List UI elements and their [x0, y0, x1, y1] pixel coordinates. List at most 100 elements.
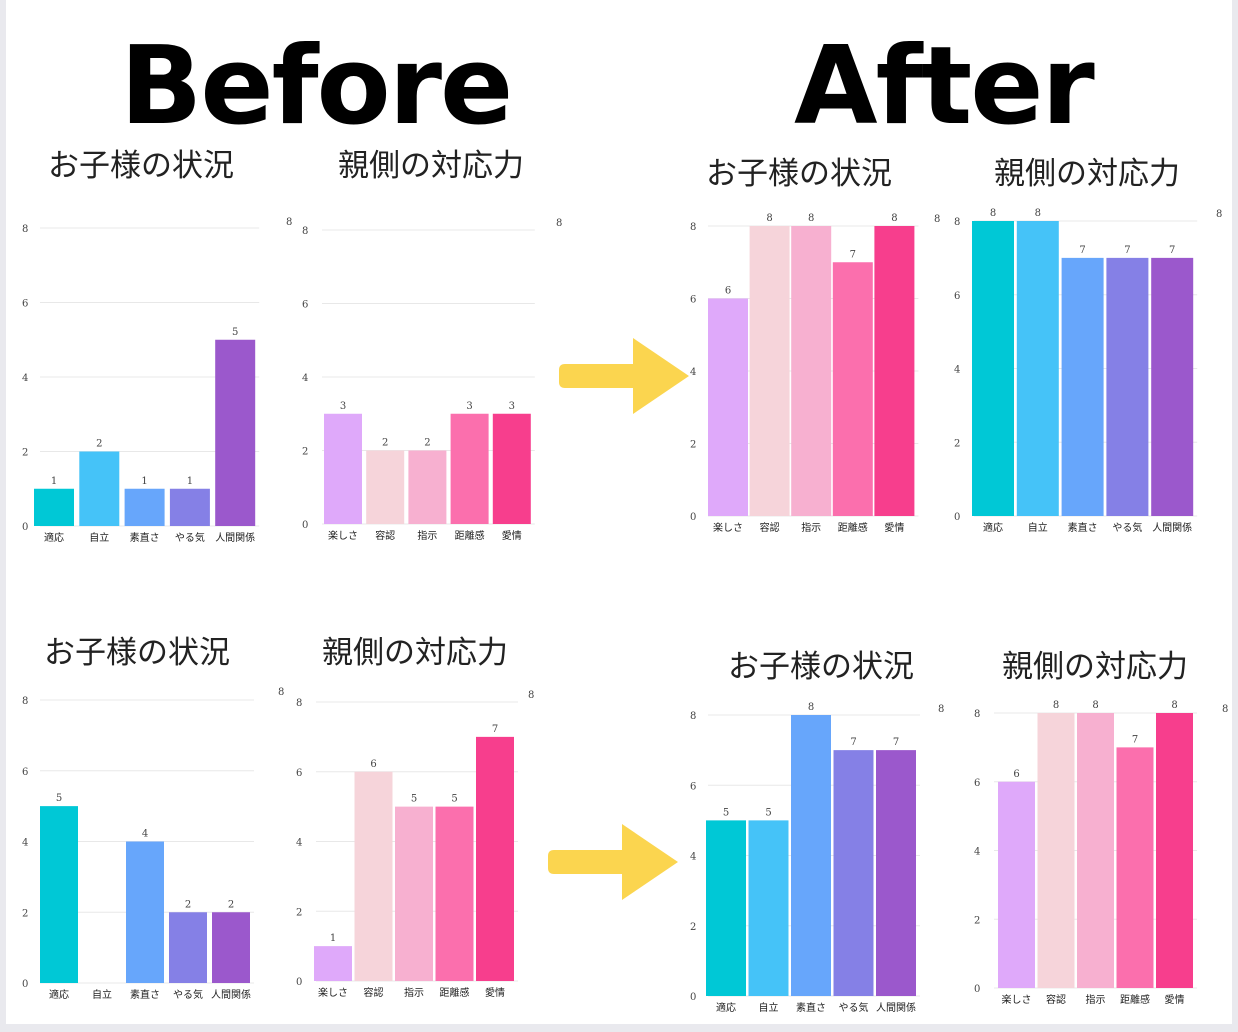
category-label: 適応: [983, 521, 1003, 534]
bar: [395, 806, 433, 981]
y-tick-label: 2: [974, 915, 980, 926]
y-tick-label: 6: [954, 291, 960, 302]
bar-value-label: 3: [509, 401, 515, 412]
bar: [708, 298, 748, 516]
y-tick-label: 8: [22, 224, 28, 235]
category-label: 楽しさ: [328, 529, 358, 542]
category-label: 適応: [44, 531, 64, 544]
category-label: 自立: [759, 1001, 779, 1014]
bar: [1151, 257, 1194, 516]
bar-value-label: 7: [1132, 734, 1138, 745]
bar: [1037, 713, 1075, 988]
bar-value-label: 1: [141, 476, 147, 487]
bar-value-label: 3: [340, 401, 346, 412]
bar-value-label: 2: [228, 899, 234, 910]
bar-value-label: 5: [56, 793, 62, 804]
y-tick-label: 6: [690, 781, 696, 792]
bar-value-label: 8: [808, 702, 814, 713]
bar-value-label: 7: [1079, 245, 1085, 256]
category-label: 素直さ: [796, 1001, 826, 1014]
category-label: 楽しさ: [318, 986, 348, 999]
category-label: やる気: [175, 531, 205, 544]
bar-value-label: 7: [492, 724, 498, 735]
chart-title-5: お子様の状況: [44, 635, 230, 671]
category-label: 人間関係: [876, 1002, 916, 1014]
y-tick-label: 6: [974, 778, 980, 789]
bar: [40, 806, 78, 983]
bar-value-label: 7: [1124, 245, 1130, 256]
bar-value-label: 7: [1169, 245, 1175, 256]
bar: [126, 841, 164, 983]
bar-value-label: 6: [370, 759, 376, 770]
category-label: やる気: [839, 1001, 869, 1014]
y-tick-label: 2: [302, 447, 308, 458]
bar-value-label: 5: [723, 807, 729, 818]
category-label: やる気: [173, 988, 203, 1001]
bar-value-label: 6: [1013, 769, 1019, 780]
corner-label: 8: [278, 687, 284, 698]
bar-value-label: 1: [187, 476, 193, 487]
chart-title-8: 親側の対応力: [1002, 649, 1188, 685]
bar: [354, 771, 393, 981]
bar: [366, 450, 405, 524]
category-label: 容認: [375, 529, 395, 542]
right-arrow-icon: [559, 338, 689, 414]
category-label: 距離感: [440, 986, 470, 999]
right-arrow-icon: [548, 824, 678, 900]
bar-value-label: 7: [850, 249, 856, 260]
bar: [1116, 747, 1154, 988]
bar: [1016, 221, 1059, 516]
chart-child-status-before-2: 0 2 4 6 8 8 5 適応 自立 4 素直さ 2 やる気 2 人間関係: [22, 687, 284, 1001]
bar: [34, 488, 74, 526]
category-label: 距離感: [1120, 993, 1150, 1006]
bar-value-label: 1: [51, 476, 57, 487]
y-tick-label: 0: [690, 512, 696, 523]
bar: [435, 806, 474, 981]
bar: [706, 820, 746, 996]
bar: [791, 715, 831, 996]
bar-value-label: 6: [725, 286, 731, 297]
bar-value-label: 3: [466, 401, 472, 412]
chart-title-3: お子様の状況: [706, 156, 892, 192]
y-tick-label: 2: [954, 438, 960, 449]
bar-value-label: 5: [765, 807, 771, 818]
figure-panel: Before After お子様の状況 親側の対応力 お子様の状況 親側の対応力…: [6, 0, 1232, 1024]
chart-child-status-after-1: 0 2 4 6 8 8 6 楽しさ 8 容認 8 指示 7 距離感 8 愛情: [690, 213, 940, 534]
y-tick-label: 0: [690, 992, 696, 1003]
y-tick-label: 8: [302, 226, 308, 237]
bar-value-label: 8: [990, 208, 996, 219]
bar-value-label: 5: [411, 794, 417, 805]
y-tick-label: 4: [302, 373, 308, 384]
bar: [1061, 257, 1104, 516]
y-tick-label: 2: [690, 440, 696, 451]
category-label: 愛情: [1165, 993, 1185, 1006]
chart-title-2: 親側の対応力: [338, 148, 524, 184]
bar: [212, 912, 250, 983]
y-tick-label: 0: [302, 520, 308, 531]
y-tick-label: 6: [22, 299, 28, 310]
y-tick-label: 4: [954, 365, 960, 376]
chart-parent-response-before-1: 0 2 4 6 8 8 3 楽しさ 2 容認 2 指示 3 距離感 3 愛情: [302, 218, 562, 542]
y-tick-label: 8: [22, 696, 28, 707]
bar: [450, 413, 489, 524]
bar: [749, 226, 790, 516]
category-label: 容認: [1046, 993, 1066, 1006]
category-label: 適応: [49, 988, 69, 1001]
y-tick-label: 4: [22, 373, 28, 384]
corner-label: 8: [934, 214, 940, 225]
bar: [408, 450, 447, 524]
chart-parent-response-after-1: 0 2 4 6 8 8 8 適応 8 自立 7 素直さ 7 やる気 7 人間関係: [954, 208, 1222, 534]
bar: [169, 912, 207, 983]
chart-child-status-after-2: 0 2 4 6 8 8 5 適応 5 自立 8 素直さ 7 やる気 7 人間関係: [690, 702, 944, 1014]
bar: [215, 339, 256, 526]
bar-value-label: 2: [424, 438, 430, 449]
y-tick-label: 8: [690, 711, 696, 722]
category-label: 適応: [716, 1001, 736, 1014]
y-tick-label: 0: [954, 512, 960, 523]
bar-value-label: 1: [330, 933, 336, 944]
after-heading: After: [794, 24, 1095, 149]
category-label: 人間関係: [1152, 522, 1192, 534]
y-tick-label: 2: [22, 448, 28, 459]
y-tick-label: 4: [690, 852, 696, 863]
bar: [972, 221, 1014, 516]
